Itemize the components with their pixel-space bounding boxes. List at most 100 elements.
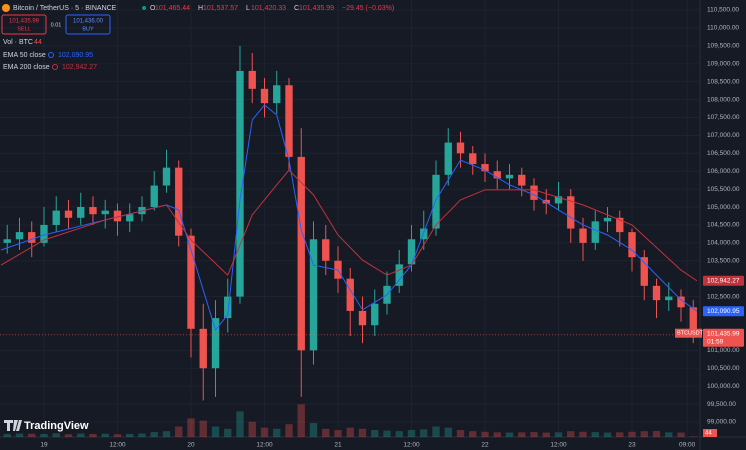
candle-body [456, 142, 465, 154]
buy-button[interactable] [65, 14, 111, 35]
candle-body [248, 70, 256, 89]
y-tick-label: 108,000.00 [707, 96, 740, 103]
candle-body [224, 296, 232, 319]
spread: 0.01 [51, 22, 62, 28]
volume-bar [334, 430, 342, 437]
volume-bar [444, 427, 452, 437]
candle-body [432, 174, 440, 229]
volume-bar [187, 418, 195, 437]
volume-bar [665, 432, 673, 437]
candle-body [395, 264, 403, 286]
volume-name: Vol · BTC [3, 39, 33, 46]
candle-body [309, 239, 318, 351]
x-tick-label: 09:00 [679, 442, 696, 449]
sell-button[interactable] [1, 14, 47, 35]
volume-bar [52, 433, 60, 437]
ohlc-key: C [294, 5, 299, 12]
candle-body [407, 239, 416, 265]
volume-bar [420, 429, 428, 437]
volume-bar [28, 433, 36, 437]
candle-body [518, 174, 526, 186]
buy-label[interactable]: BUY [82, 26, 94, 32]
ohlc-key: H [198, 5, 203, 12]
volume-bar [15, 433, 24, 437]
volume-bar [285, 424, 293, 437]
y-tick-label: 108,500.00 [707, 78, 740, 85]
volume-bar [567, 431, 575, 437]
candle-body [285, 85, 293, 157]
x-tick-label: 12:00 [256, 442, 273, 449]
candle-body [28, 232, 36, 243]
volume-bar [297, 404, 305, 437]
y-tick-label: 109,500.00 [707, 43, 740, 50]
legend-name: EMA 50 close [3, 52, 46, 59]
x-tick-label: 20 [187, 442, 195, 449]
volume-bar [126, 433, 134, 437]
ohlc-key: L [246, 5, 250, 12]
volume-bar [530, 432, 538, 437]
y-tick-label: 107,500.00 [707, 114, 740, 121]
volume-bar [40, 433, 48, 437]
candle-body [542, 199, 550, 204]
ohlc-value: 101,435.99 [299, 5, 334, 12]
candle-body [322, 239, 330, 261]
volume-tag [703, 429, 717, 437]
candle-body [199, 328, 207, 369]
candle-body [187, 235, 195, 329]
y-tick-label: 99,500.00 [707, 401, 736, 408]
symbol-tag [675, 328, 702, 338]
volume-bar [432, 426, 440, 437]
candle-body [554, 196, 563, 204]
plot-area [0, 0, 700, 437]
price-tag [703, 328, 744, 347]
sell-price[interactable]: 101,435.99 [9, 19, 40, 25]
sell-label[interactable]: SELL [17, 26, 30, 32]
volume-bar [113, 434, 122, 437]
y-tick-label: 106,500.00 [707, 150, 740, 157]
y-tick-label: 100,000.00 [707, 383, 740, 390]
candle-body [591, 221, 599, 243]
candle-body [126, 214, 134, 222]
candle-body [689, 307, 697, 335]
candle-body [162, 167, 171, 186]
buy-price[interactable]: 101,436.00 [73, 19, 104, 25]
candle-body [530, 185, 538, 200]
legend-marker [48, 52, 54, 58]
x-tick-label: 19 [40, 442, 48, 449]
candle-body [444, 142, 452, 175]
volume-tag-label: 44 [705, 431, 712, 437]
logo-mark [4, 420, 22, 431]
candle-body [579, 228, 587, 243]
volume-bar [542, 432, 550, 437]
volume-bar [358, 428, 367, 437]
volume-bar [652, 430, 661, 437]
price-tag [703, 275, 744, 286]
y-tick-label: 102,500.00 [707, 293, 740, 300]
candle-body [175, 167, 183, 236]
volume-bar [689, 436, 697, 437]
candle-body [40, 224, 48, 243]
candle-body [211, 318, 220, 369]
volume-bar [89, 433, 97, 437]
volume-bar [248, 421, 256, 437]
y-tick-label: 110,500.00 [707, 7, 739, 14]
legend-value: 102,090.95 [58, 52, 93, 59]
volume-bar [579, 431, 587, 437]
branding: TradingView [24, 420, 89, 432]
candle-body [297, 156, 305, 351]
volume-bar [224, 428, 232, 437]
volume-bar [3, 434, 11, 437]
candle-body [628, 232, 636, 258]
legend-marker [52, 64, 58, 70]
candle-body [371, 303, 379, 326]
ohlc-value: 101,420.33 [251, 5, 286, 12]
y-tick-label: 105,500.00 [707, 186, 740, 193]
x-tick-label: 12:00 [550, 442, 567, 449]
volume-bar [518, 432, 526, 437]
volume-bar [493, 432, 501, 437]
volume-bar [407, 430, 416, 437]
x-tick-label: 21 [334, 442, 342, 449]
volume-bar [309, 423, 318, 437]
volume-bar [554, 432, 563, 437]
candle-body [652, 285, 661, 301]
